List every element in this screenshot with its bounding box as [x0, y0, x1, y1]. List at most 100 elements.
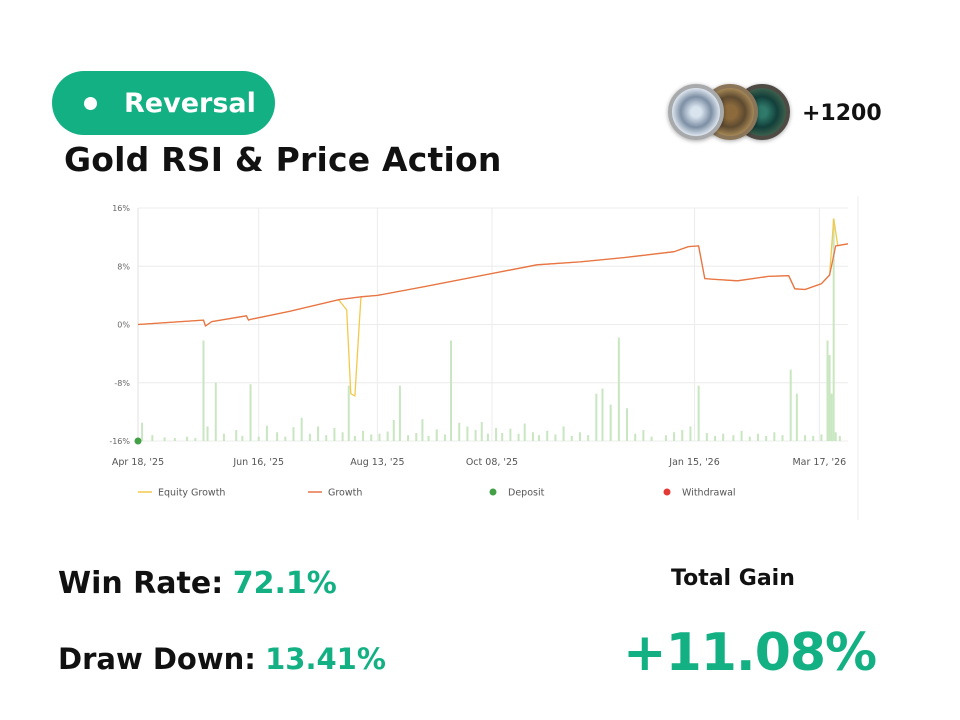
deposit-bar — [732, 435, 735, 441]
y-tick-label: 16% — [112, 204, 130, 213]
deposit-bar — [443, 434, 446, 441]
deposit-bar — [538, 435, 541, 441]
deposit-bar — [353, 435, 356, 441]
deposit-bar — [398, 385, 401, 441]
legend-dot-icon — [663, 488, 671, 496]
y-tick-label: -8% — [114, 379, 130, 388]
draw-down-label: Draw Down: — [58, 642, 256, 676]
deposit-bar — [300, 417, 303, 441]
deposit-bar — [673, 432, 676, 441]
deposit-bar — [812, 435, 815, 441]
x-tick-label: Jan 15, '26 — [668, 457, 720, 468]
deposit-bar — [458, 422, 461, 441]
deposit-bar — [523, 423, 526, 441]
deposit-bar — [415, 432, 418, 441]
deposit-bar — [257, 436, 260, 441]
deposit-bar — [626, 408, 629, 441]
deposit-bar — [795, 393, 798, 441]
deposit-bar — [386, 431, 389, 441]
x-tick-label: Mar 17, '26 — [792, 457, 846, 468]
deposit-bar — [722, 433, 725, 441]
deposit-bar — [407, 435, 410, 441]
deposit-bar — [202, 340, 205, 441]
deposit-bar — [697, 385, 700, 441]
y-tick-label: 8% — [117, 262, 130, 271]
deposit-bar — [378, 433, 381, 441]
badge-label: Reversal — [124, 87, 256, 119]
deposit-bar — [681, 430, 684, 441]
deposit-bar — [804, 435, 807, 441]
deposit-bar — [570, 435, 573, 441]
deposit-bar — [265, 425, 268, 441]
deposit-marker — [134, 437, 142, 445]
win-rate-stat: Win Rate: 72.1% — [58, 566, 337, 601]
win-rate-label: Win Rate: — [58, 566, 224, 601]
deposit-bar — [617, 337, 620, 441]
deposit-bar — [689, 426, 692, 441]
deposit-bar — [650, 436, 653, 441]
deposit-bar — [664, 435, 667, 441]
deposit-bar — [292, 427, 295, 441]
deposit-bar — [362, 430, 365, 441]
deposit-bar — [634, 433, 637, 441]
legend-label: Growth — [328, 488, 362, 499]
legend-label: Equity Growth — [158, 488, 225, 499]
deposit-bar — [826, 340, 829, 441]
deposit-bar — [501, 432, 504, 441]
deposit-bar — [249, 384, 252, 441]
deposit-bar — [517, 433, 520, 441]
bullet-dot-icon — [84, 96, 97, 110]
x-tick-label: Jun 16, '25 — [232, 457, 284, 468]
deposit-bar — [832, 218, 835, 441]
draw-down-value: 13.41% — [265, 642, 386, 676]
deposit-bar — [435, 429, 438, 441]
deposit-bar — [317, 426, 320, 441]
x-tick-label: Apr 18, '25 — [112, 457, 164, 468]
deposit-bar — [609, 404, 612, 441]
deposit-bar — [495, 427, 498, 441]
coin-count: +1200 — [802, 101, 882, 126]
deposit-bar — [333, 427, 336, 441]
strategy-title: Gold RSI & Price Action — [64, 140, 502, 179]
deposit-bar — [595, 393, 598, 441]
growth-chart: 16% 8% 0% -8% -16% Apr 18, '25 Jun 16, '25 Aug … — [100, 196, 860, 520]
reversal-badge[interactable]: Reversal — [52, 71, 275, 135]
deposit-bar — [235, 430, 238, 441]
deposit-bar — [740, 430, 743, 441]
deposit-bar — [466, 426, 469, 441]
deposit-bar — [546, 430, 549, 441]
deposit-bar — [531, 432, 534, 441]
deposit-bar — [194, 438, 197, 441]
total-gain-label: Total Gain — [671, 566, 795, 591]
deposit-bar — [241, 435, 244, 441]
coin-stack — [668, 84, 790, 142]
deposit-bar — [325, 435, 328, 441]
deposit-bar — [151, 435, 154, 441]
y-tick-label: -16% — [109, 437, 130, 446]
deposit-bar — [474, 430, 477, 441]
deposit-bar — [173, 438, 176, 441]
chart-background — [100, 196, 860, 520]
deposit-bar — [789, 369, 792, 441]
growth-line — [137, 243, 849, 327]
total-gain-value: +11.08% — [623, 623, 877, 683]
deposit-bar — [421, 419, 424, 441]
deposit-bar — [486, 433, 489, 441]
deposit-bar — [509, 428, 512, 441]
deposit-bar — [705, 432, 708, 441]
win-rate-value: 72.1% — [232, 566, 337, 601]
deposit-bar — [828, 355, 831, 441]
deposit-bar — [186, 436, 189, 441]
deposit-bar — [765, 435, 768, 441]
deposit-bar — [427, 435, 430, 441]
x-tick-label: Oct 08, '25 — [466, 457, 518, 468]
deposit-bar — [347, 385, 350, 441]
deposit-bar — [222, 433, 225, 441]
deposit-bar — [756, 433, 759, 441]
silver-coin-icon — [668, 84, 724, 140]
deposit-bar — [276, 432, 279, 441]
deposit-bar — [562, 426, 565, 441]
deposit-bar — [480, 422, 483, 441]
deposit-bar — [820, 434, 823, 441]
deposit-bar — [341, 432, 344, 441]
